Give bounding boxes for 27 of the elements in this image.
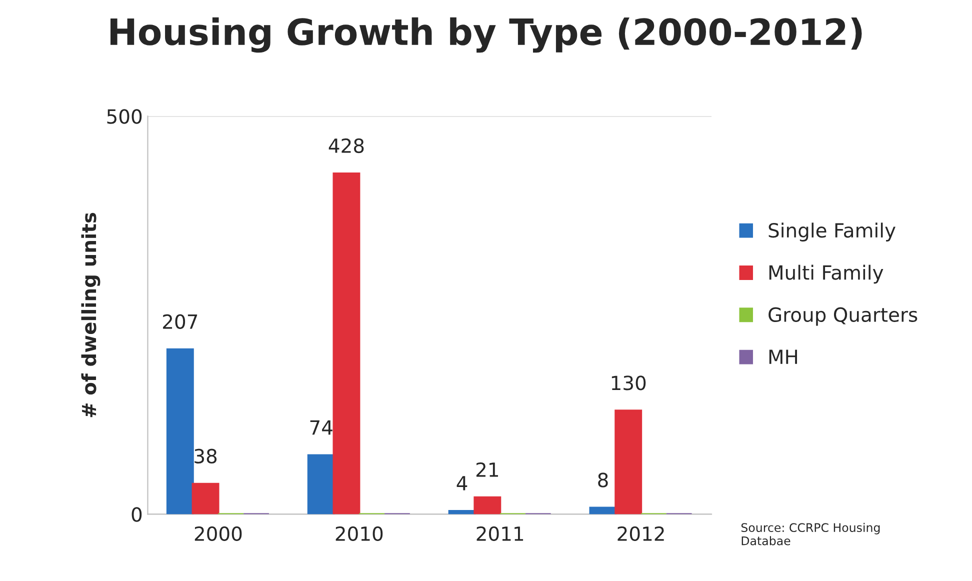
y-axis-title: # of dwelling units <box>81 212 100 418</box>
data-label: 207 <box>163 314 198 329</box>
legend-label: Group Quarters <box>768 307 918 326</box>
x-tick-label: 2010 <box>336 526 383 542</box>
data-label: 38 <box>194 448 217 464</box>
source-note: Source: CCRPC Housing Databae <box>741 522 880 546</box>
chart-title: Housing Growth by Type (2000-2012) <box>110 17 862 53</box>
x-tick-label: 2000 <box>194 526 242 542</box>
data-label: 8 <box>598 472 608 488</box>
legend-label: MH <box>769 350 797 364</box>
bar <box>192 482 220 514</box>
bar <box>307 454 335 514</box>
x-tick-label: 2012 <box>618 526 664 542</box>
bar <box>332 172 360 514</box>
bar <box>166 348 194 514</box>
data-label: 74 <box>310 420 332 435</box>
legend-label: Multi Family <box>769 264 884 284</box>
x-tick-label: 2011 <box>476 526 524 542</box>
data-label: 21 <box>476 462 498 477</box>
data-label: 428 <box>328 138 364 154</box>
bar <box>474 496 502 514</box>
bar <box>614 410 642 514</box>
legend-label: Single Family <box>768 222 896 242</box>
y-tick-label: 0 <box>132 507 142 522</box>
y-tick-label: 500 <box>107 109 142 124</box>
data-label: 130 <box>612 376 646 390</box>
data-label: 4 <box>456 476 468 490</box>
